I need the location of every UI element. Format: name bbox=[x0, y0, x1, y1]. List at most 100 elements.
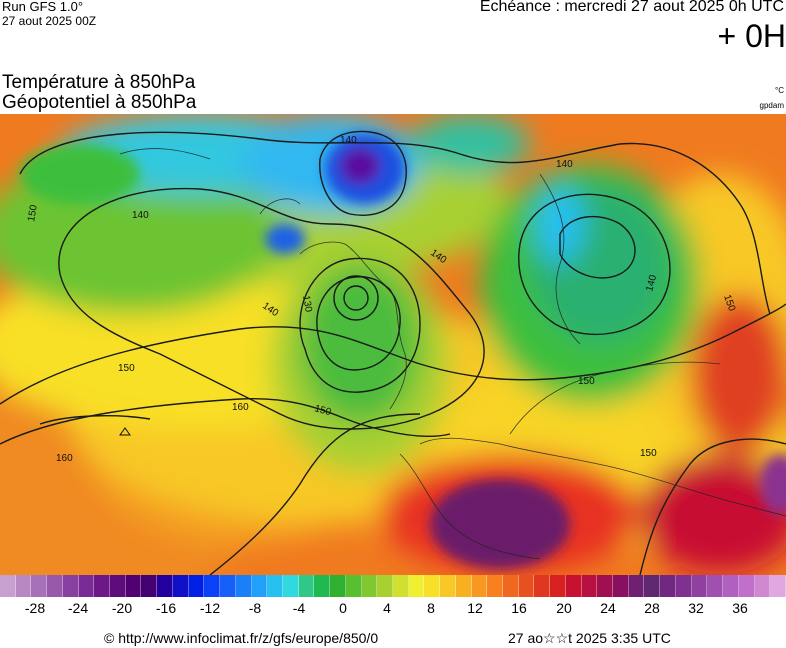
high-pressure-marker-icon bbox=[119, 427, 131, 436]
contour-line bbox=[39, 415, 151, 425]
color-scale-swatch bbox=[518, 575, 535, 597]
scale-tick-label: 36 bbox=[732, 600, 748, 616]
coastline bbox=[539, 173, 581, 345]
scale-tick-label: 32 bbox=[688, 600, 704, 616]
scale-tick-label: -28 bbox=[24, 600, 46, 616]
color-scale-swatch bbox=[220, 575, 236, 597]
scale-tick-label: -20 bbox=[111, 600, 133, 616]
temperature-color-scale bbox=[0, 575, 786, 597]
color-scale-swatch bbox=[660, 575, 676, 597]
scale-tick-label: 12 bbox=[467, 600, 483, 616]
model-run-date: 27 aout 2025 00Z bbox=[2, 14, 97, 28]
color-scale-swatch bbox=[110, 575, 126, 597]
scale-tick-label: 24 bbox=[600, 600, 616, 616]
unit-temperature: °C bbox=[775, 86, 784, 95]
color-scale-swatch bbox=[738, 575, 755, 597]
contour-line bbox=[0, 303, 786, 405]
contour-line bbox=[343, 285, 369, 311]
color-scale-swatch bbox=[455, 575, 472, 597]
color-scale-swatch bbox=[251, 575, 268, 597]
contour-label: 140 bbox=[644, 273, 659, 292]
color-scale-swatch bbox=[377, 575, 393, 597]
scale-tick-label: -24 bbox=[67, 600, 89, 616]
contour-line bbox=[19, 131, 771, 315]
weather-map: 150 140 140 130 140 140 150 150 140 140 … bbox=[0, 114, 786, 575]
contour-label: 150 bbox=[578, 376, 595, 387]
color-scale-swatch bbox=[487, 575, 503, 597]
coastline bbox=[259, 198, 301, 215]
color-scale-swatch bbox=[644, 575, 661, 597]
color-scale-swatch bbox=[330, 575, 346, 597]
contour-line bbox=[299, 257, 421, 393]
contour-label: 150 bbox=[313, 403, 332, 418]
color-scale-swatch bbox=[47, 575, 63, 597]
contour-label: 130 bbox=[300, 295, 314, 314]
contour-line bbox=[639, 438, 786, 575]
color-scale-swatch bbox=[628, 575, 645, 597]
contour-label: 160 bbox=[232, 402, 249, 413]
color-scale-swatch bbox=[440, 575, 456, 597]
color-scale-swatch bbox=[15, 575, 32, 597]
color-scale-swatch bbox=[723, 575, 739, 597]
color-scale-swatch bbox=[503, 575, 519, 597]
color-scale-swatch bbox=[235, 575, 252, 597]
color-scale-swatch bbox=[62, 575, 79, 597]
map-title-temperature: Température à 850hPa bbox=[2, 72, 196, 93]
color-scale-swatch bbox=[125, 575, 142, 597]
contour-label: 140 bbox=[340, 135, 357, 146]
color-scale-swatch bbox=[691, 575, 708, 597]
color-scale-swatch bbox=[204, 575, 221, 597]
color-scale-swatch bbox=[471, 575, 488, 597]
coastline bbox=[399, 453, 541, 560]
contour-label: 150 bbox=[640, 448, 657, 459]
generation-timestamp: 27 ao☆☆t 2025 3:35 UTC bbox=[508, 630, 671, 646]
color-scale-swatch bbox=[534, 575, 551, 597]
geopotential-contours bbox=[0, 130, 786, 575]
color-scale-swatch bbox=[172, 575, 189, 597]
coastline bbox=[509, 361, 721, 435]
contour-label: 160 bbox=[56, 453, 73, 464]
scale-tick-label: 16 bbox=[511, 600, 527, 616]
model-run-label: Run GFS 1.0° bbox=[2, 0, 84, 14]
scale-tick-label: 20 bbox=[556, 600, 572, 616]
color-scale-swatch bbox=[770, 575, 786, 597]
contour-line bbox=[58, 187, 485, 430]
color-scale-swatch bbox=[78, 575, 95, 597]
coastlines bbox=[119, 148, 786, 560]
color-scale-swatch bbox=[0, 575, 16, 597]
contour-line bbox=[518, 193, 671, 336]
forecast-valid-time: Echéance : mercredi 27 aout 2025 0h UTC bbox=[479, 0, 784, 15]
scale-tick-label: -4 bbox=[292, 600, 306, 616]
forecast-lead-time: + 0H bbox=[717, 18, 786, 54]
contour-line bbox=[333, 275, 379, 321]
scale-tick-label: -16 bbox=[155, 600, 177, 616]
scale-tick-label: 0 bbox=[339, 600, 347, 616]
coastline bbox=[419, 437, 786, 517]
color-scale-swatch bbox=[157, 575, 173, 597]
color-scale-swatch bbox=[424, 575, 441, 597]
temperature-cores bbox=[20, 134, 786, 569]
color-scale-swatch bbox=[94, 575, 111, 597]
contour-label: 150 bbox=[26, 204, 40, 223]
color-scale-swatch bbox=[565, 575, 582, 597]
contour-line bbox=[209, 413, 421, 575]
coastline bbox=[119, 148, 211, 160]
scale-tick-label: -8 bbox=[248, 600, 262, 616]
color-scale-swatch bbox=[408, 575, 425, 597]
color-scale-swatch bbox=[550, 575, 566, 597]
color-scale-swatch bbox=[361, 575, 378, 597]
color-scale-swatch bbox=[298, 575, 315, 597]
color-scale-swatch bbox=[31, 575, 48, 597]
source-credit: © http://www.infoclimat.fr/z/gfs/europe/… bbox=[104, 630, 379, 646]
unit-geopotential: gpdam bbox=[759, 101, 784, 110]
color-scale-swatch bbox=[613, 575, 629, 597]
contour-line bbox=[559, 215, 636, 279]
scale-tick-label: 4 bbox=[383, 600, 391, 616]
coastline bbox=[299, 241, 407, 410]
contour-label: 140 bbox=[556, 159, 573, 170]
temperature-field-svg: 150 140 140 130 140 140 150 150 140 140 … bbox=[0, 114, 786, 575]
color-scale-swatch bbox=[754, 575, 771, 597]
scale-tick-label: 28 bbox=[644, 600, 660, 616]
color-scale-swatch bbox=[314, 575, 331, 597]
color-scale-swatch bbox=[282, 575, 299, 597]
